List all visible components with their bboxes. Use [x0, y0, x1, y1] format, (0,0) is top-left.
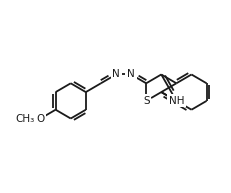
- Text: NH: NH: [168, 96, 183, 106]
- Text: N: N: [112, 69, 119, 80]
- Text: CH₃: CH₃: [16, 113, 35, 124]
- Text: O: O: [36, 113, 44, 124]
- Text: S: S: [142, 96, 149, 106]
- Text: N: N: [127, 69, 134, 80]
